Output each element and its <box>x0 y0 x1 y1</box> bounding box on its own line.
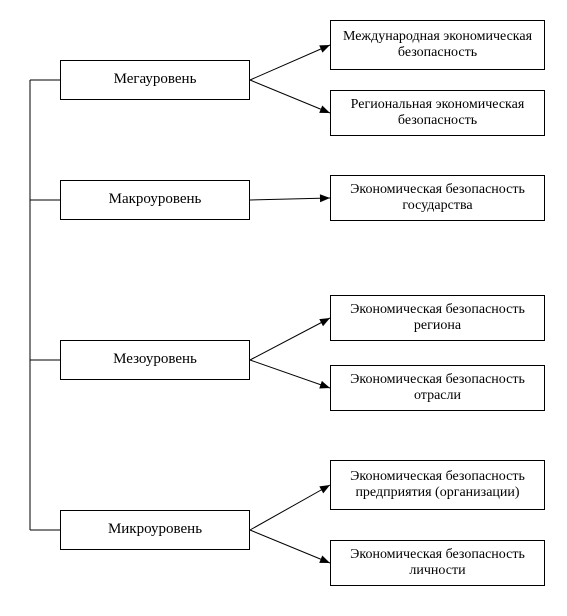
sub-meso-region: Экономическая безопасность региона <box>330 295 545 341</box>
sub-micro-org: Экономическая безопасность предприятия (… <box>330 460 545 510</box>
sub-mega-intl: Международная экономическая безопасность <box>330 20 545 70</box>
sub-mega-reg: Региональная экономическая безопасность <box>330 90 545 136</box>
level-meso: Мезоуровень <box>60 340 250 380</box>
level-micro: Микроуровень <box>60 510 250 550</box>
sub-micro-pers: Экономическая безопасность личности <box>330 540 545 586</box>
sub-macro-state: Экономическая безопасность государства <box>330 175 545 221</box>
level-mega: Мегауровень <box>60 60 250 100</box>
level-macro: Макроуровень <box>60 180 250 220</box>
sub-meso-sector: Экономическая безопасность отрасли <box>330 365 545 411</box>
